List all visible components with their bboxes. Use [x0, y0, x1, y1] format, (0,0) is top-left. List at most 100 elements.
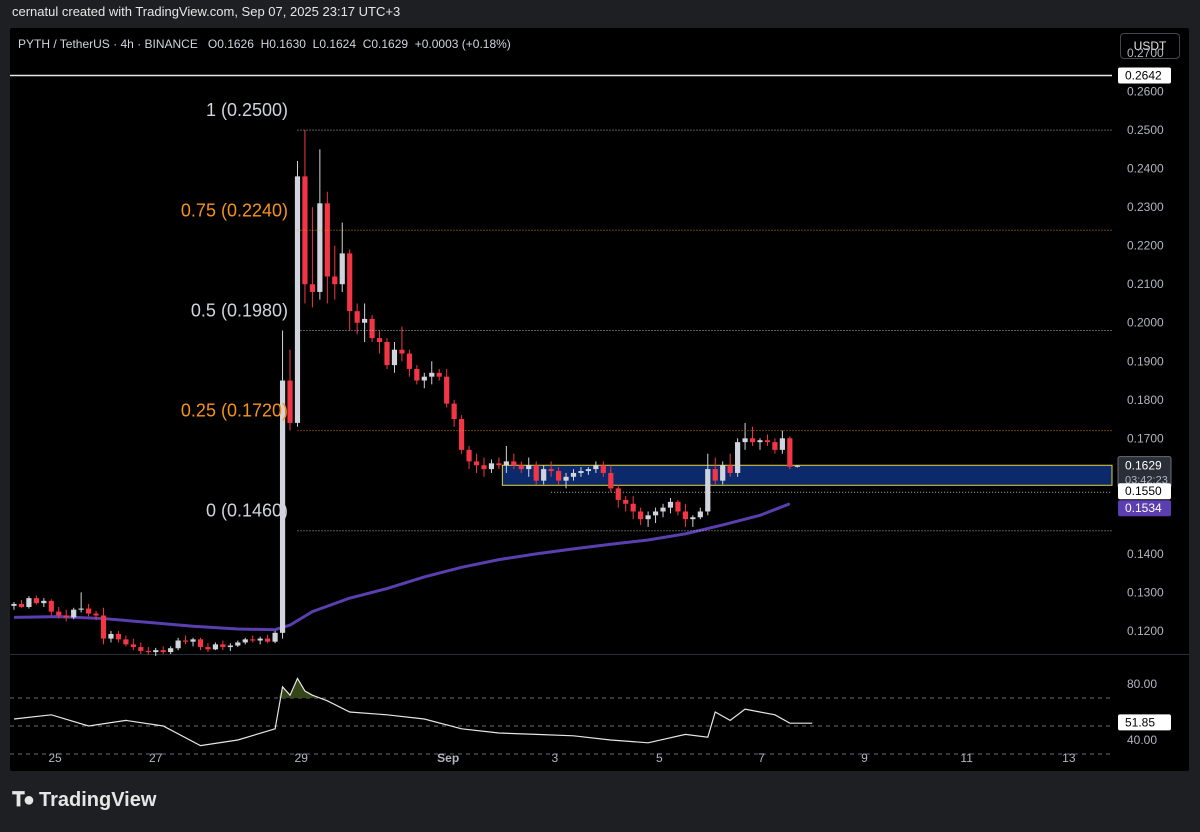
zone-bottom-tag: 0.1550	[1118, 483, 1171, 500]
candle	[638, 507, 644, 525]
candle	[585, 467, 592, 475]
candle-body	[518, 465, 524, 470]
candle-body	[675, 501, 681, 512]
y-tick-label: 0.2100	[1127, 277, 1164, 291]
candle	[421, 372, 427, 389]
x-tick-label: 11	[960, 751, 973, 765]
candle	[294, 160, 301, 427]
candle-body	[608, 472, 614, 489]
candle-body	[466, 449, 472, 462]
x-tick-label: 3	[552, 751, 559, 765]
candle	[41, 598, 47, 608]
candle	[115, 630, 122, 643]
candle-body	[123, 639, 129, 645]
candle	[705, 453, 711, 516]
candle-body	[414, 368, 420, 381]
candle	[473, 453, 480, 473]
candle-body	[227, 645, 233, 648]
candle	[757, 438, 763, 450]
candle	[160, 646, 166, 654]
rsi-tick-label: 40.00	[1127, 733, 1157, 747]
rsi-value-tag-text: 51.85	[1125, 715, 1155, 729]
candle-body	[324, 203, 330, 277]
y-tick-label: 0.1400	[1127, 547, 1164, 561]
candle-body	[600, 465, 606, 473]
candle-body	[160, 650, 166, 653]
candle	[197, 637, 204, 651]
fib-level-label: 0.75 (0.2240)	[181, 200, 288, 220]
candle-body	[235, 642, 241, 646]
candle-body	[548, 469, 554, 472]
candle-body	[250, 639, 256, 641]
fib-level-label: 0 (0.1460)	[206, 501, 288, 521]
candle-body	[623, 499, 629, 504]
candle-body	[399, 349, 405, 354]
candle-body	[190, 639, 196, 642]
candle	[123, 635, 129, 647]
candle-body	[555, 471, 562, 481]
candle	[33, 595, 39, 605]
candle-body	[302, 176, 308, 285]
candle	[56, 607, 62, 619]
candle	[578, 467, 584, 477]
candle	[391, 342, 398, 373]
candle	[451, 399, 457, 427]
candle	[93, 610, 99, 621]
y-tick-label: 0.2300	[1127, 200, 1164, 214]
candle-body	[742, 438, 748, 443]
candle-body	[212, 644, 219, 650]
candle	[764, 434, 771, 446]
candle	[100, 607, 107, 645]
candle-body	[294, 176, 301, 423]
candle	[444, 368, 450, 408]
currency-button[interactable]: USDT	[1120, 33, 1180, 59]
candle	[332, 245, 338, 300]
candle	[712, 457, 718, 485]
candle-body	[265, 638, 271, 642]
symbol-label[interactable]: PYTH / TetherUS · 4h · BINANCE	[18, 37, 198, 51]
candle	[660, 503, 666, 518]
candle	[608, 465, 614, 493]
candle-body	[168, 648, 174, 653]
current-price-text: 0.1629	[1125, 459, 1162, 473]
candle-body	[406, 353, 412, 369]
candle	[429, 361, 435, 385]
candle	[667, 498, 674, 514]
candle-body	[481, 465, 487, 470]
candle-body	[533, 465, 539, 481]
candle	[309, 207, 315, 308]
candle-body	[138, 647, 144, 651]
candle	[555, 467, 562, 485]
candle	[406, 349, 412, 377]
candle	[138, 642, 144, 654]
candle-body	[436, 372, 442, 377]
candle-body	[690, 517, 696, 520]
candle	[675, 499, 681, 516]
candle	[63, 609, 69, 622]
support-zone	[501, 464, 1113, 486]
candle	[86, 603, 92, 617]
candle	[108, 630, 114, 643]
candle	[615, 484, 621, 508]
x-tick-label: 5	[656, 751, 663, 765]
candle-body	[794, 465, 800, 467]
candle	[548, 461, 554, 477]
y-tick-label: 0.2500	[1127, 123, 1164, 137]
candle	[26, 596, 32, 609]
zone-bottom-tag-text: 0.1550	[1125, 484, 1162, 498]
candle-body	[391, 349, 398, 366]
rsi-tick-label: 80.00	[1127, 677, 1157, 691]
y-tick-label: 0.2200	[1127, 239, 1164, 253]
ma-price-tag-bg	[1118, 500, 1171, 517]
rsi-value-tag: 51.85	[1118, 714, 1171, 731]
candle	[563, 472, 569, 489]
candle-body	[63, 615, 69, 618]
y-tick-label: 0.2700	[1127, 46, 1164, 60]
candle-body	[779, 438, 785, 450]
candle-body	[593, 465, 599, 470]
candle-body	[48, 600, 54, 612]
x-tick-label: Sep	[437, 751, 459, 765]
candle-body	[33, 598, 39, 604]
candle-body	[444, 376, 450, 404]
